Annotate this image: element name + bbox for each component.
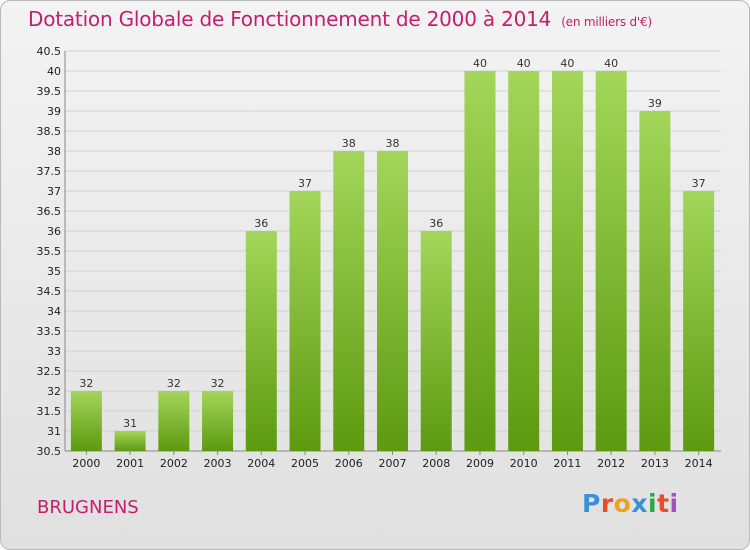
x-tick-label: 2010 bbox=[510, 457, 538, 470]
logo-letter: P bbox=[582, 489, 601, 518]
bar bbox=[683, 191, 715, 451]
y-tick-label: 36 bbox=[47, 225, 61, 238]
data-label: 32 bbox=[167, 377, 181, 390]
labels: 30.5 31 31.5 32 32.5 33 33.5 34 34.5 35 35.5 36 36.5… bbox=[37, 45, 713, 470]
bar bbox=[333, 151, 365, 451]
y-tick-label: 37 bbox=[47, 185, 61, 198]
y-tick-label: 31.5 bbox=[37, 405, 62, 418]
y-tick-label: 36.5 bbox=[37, 205, 62, 218]
data-label: 38 bbox=[342, 137, 356, 150]
bar bbox=[114, 431, 146, 451]
y-tick-label: 32 bbox=[47, 385, 61, 398]
y-tick-label: 33 bbox=[47, 345, 61, 358]
bar bbox=[202, 391, 234, 451]
logo-letter: t bbox=[657, 489, 670, 518]
y-tick-label: 33.5 bbox=[37, 325, 62, 338]
y-tick-label: 34 bbox=[47, 305, 61, 318]
y-tick-label: 38 bbox=[47, 145, 61, 158]
bar bbox=[377, 151, 408, 451]
x-tick-label: 2014 bbox=[685, 457, 713, 470]
x-tick-label: 2007 bbox=[379, 457, 407, 470]
bar bbox=[639, 111, 671, 451]
logo-letter: i bbox=[648, 489, 658, 518]
x-tick-label: 2008 bbox=[422, 457, 450, 470]
x-tick-label: 2001 bbox=[116, 457, 144, 470]
data-label: 37 bbox=[692, 177, 706, 190]
logo-letter: o bbox=[613, 489, 632, 518]
y-tick-label: 30.5 bbox=[37, 445, 62, 458]
x-tick-label: 2003 bbox=[204, 457, 232, 470]
bar bbox=[595, 71, 627, 451]
y-tick-label: 32.5 bbox=[37, 365, 62, 378]
bar bbox=[245, 231, 277, 451]
data-label: 36 bbox=[254, 217, 268, 230]
x-tick-label: 2011 bbox=[553, 457, 581, 470]
y-tick-label: 34.5 bbox=[37, 285, 62, 298]
data-label: 38 bbox=[386, 137, 400, 150]
x-tick-label: 2002 bbox=[160, 457, 188, 470]
data-label: 40 bbox=[517, 57, 531, 70]
bar bbox=[70, 391, 102, 451]
x-tick-label: 2006 bbox=[335, 457, 363, 470]
x-tick-label: 2004 bbox=[247, 457, 275, 470]
y-tick-label: 35 bbox=[47, 265, 61, 278]
y-tick-label: 39.5 bbox=[37, 85, 62, 98]
logo-letter: i bbox=[669, 489, 679, 518]
data-label: 37 bbox=[298, 177, 312, 190]
data-label: 32 bbox=[211, 377, 225, 390]
y-tick-label: 38.5 bbox=[37, 125, 62, 138]
bars bbox=[70, 71, 715, 451]
chart-unit: (en milliers d'€) bbox=[561, 15, 652, 29]
bar bbox=[508, 71, 540, 451]
proxiti-logo: Proxiti bbox=[582, 489, 679, 518]
bar bbox=[158, 391, 190, 451]
data-label: 32 bbox=[79, 377, 93, 390]
chart-title: Dotation Globale de Fonctionnement de 20… bbox=[28, 7, 652, 31]
commune-name: BRUGNENS bbox=[37, 497, 139, 518]
x-tick-label: 2009 bbox=[466, 457, 494, 470]
data-label: 31 bbox=[123, 417, 137, 430]
bar bbox=[420, 231, 452, 451]
x-tick-label: 2005 bbox=[291, 457, 319, 470]
y-tick-label: 35.5 bbox=[37, 245, 62, 258]
y-tick-label: 40 bbox=[47, 65, 61, 78]
x-tick-label: 2012 bbox=[597, 457, 625, 470]
logo-letter: r bbox=[600, 489, 614, 518]
x-tick-label: 2013 bbox=[641, 457, 669, 470]
y-tick-label: 39 bbox=[47, 105, 61, 118]
bar bbox=[289, 191, 321, 451]
chart-title-text: Dotation Globale de Fonctionnement de 20… bbox=[28, 7, 552, 31]
y-tick-label: 31 bbox=[47, 425, 61, 438]
data-label: 40 bbox=[604, 57, 618, 70]
data-label: 36 bbox=[429, 217, 443, 230]
logo-letter: x bbox=[631, 489, 648, 518]
bar bbox=[551, 71, 583, 451]
data-label: 39 bbox=[648, 97, 662, 110]
bar bbox=[464, 71, 496, 451]
y-tick-label: 40.5 bbox=[37, 45, 62, 58]
data-label: 40 bbox=[473, 57, 487, 70]
y-tick-label: 37.5 bbox=[37, 165, 62, 178]
x-tick-label: 2000 bbox=[72, 457, 100, 470]
data-label: 40 bbox=[560, 57, 574, 70]
